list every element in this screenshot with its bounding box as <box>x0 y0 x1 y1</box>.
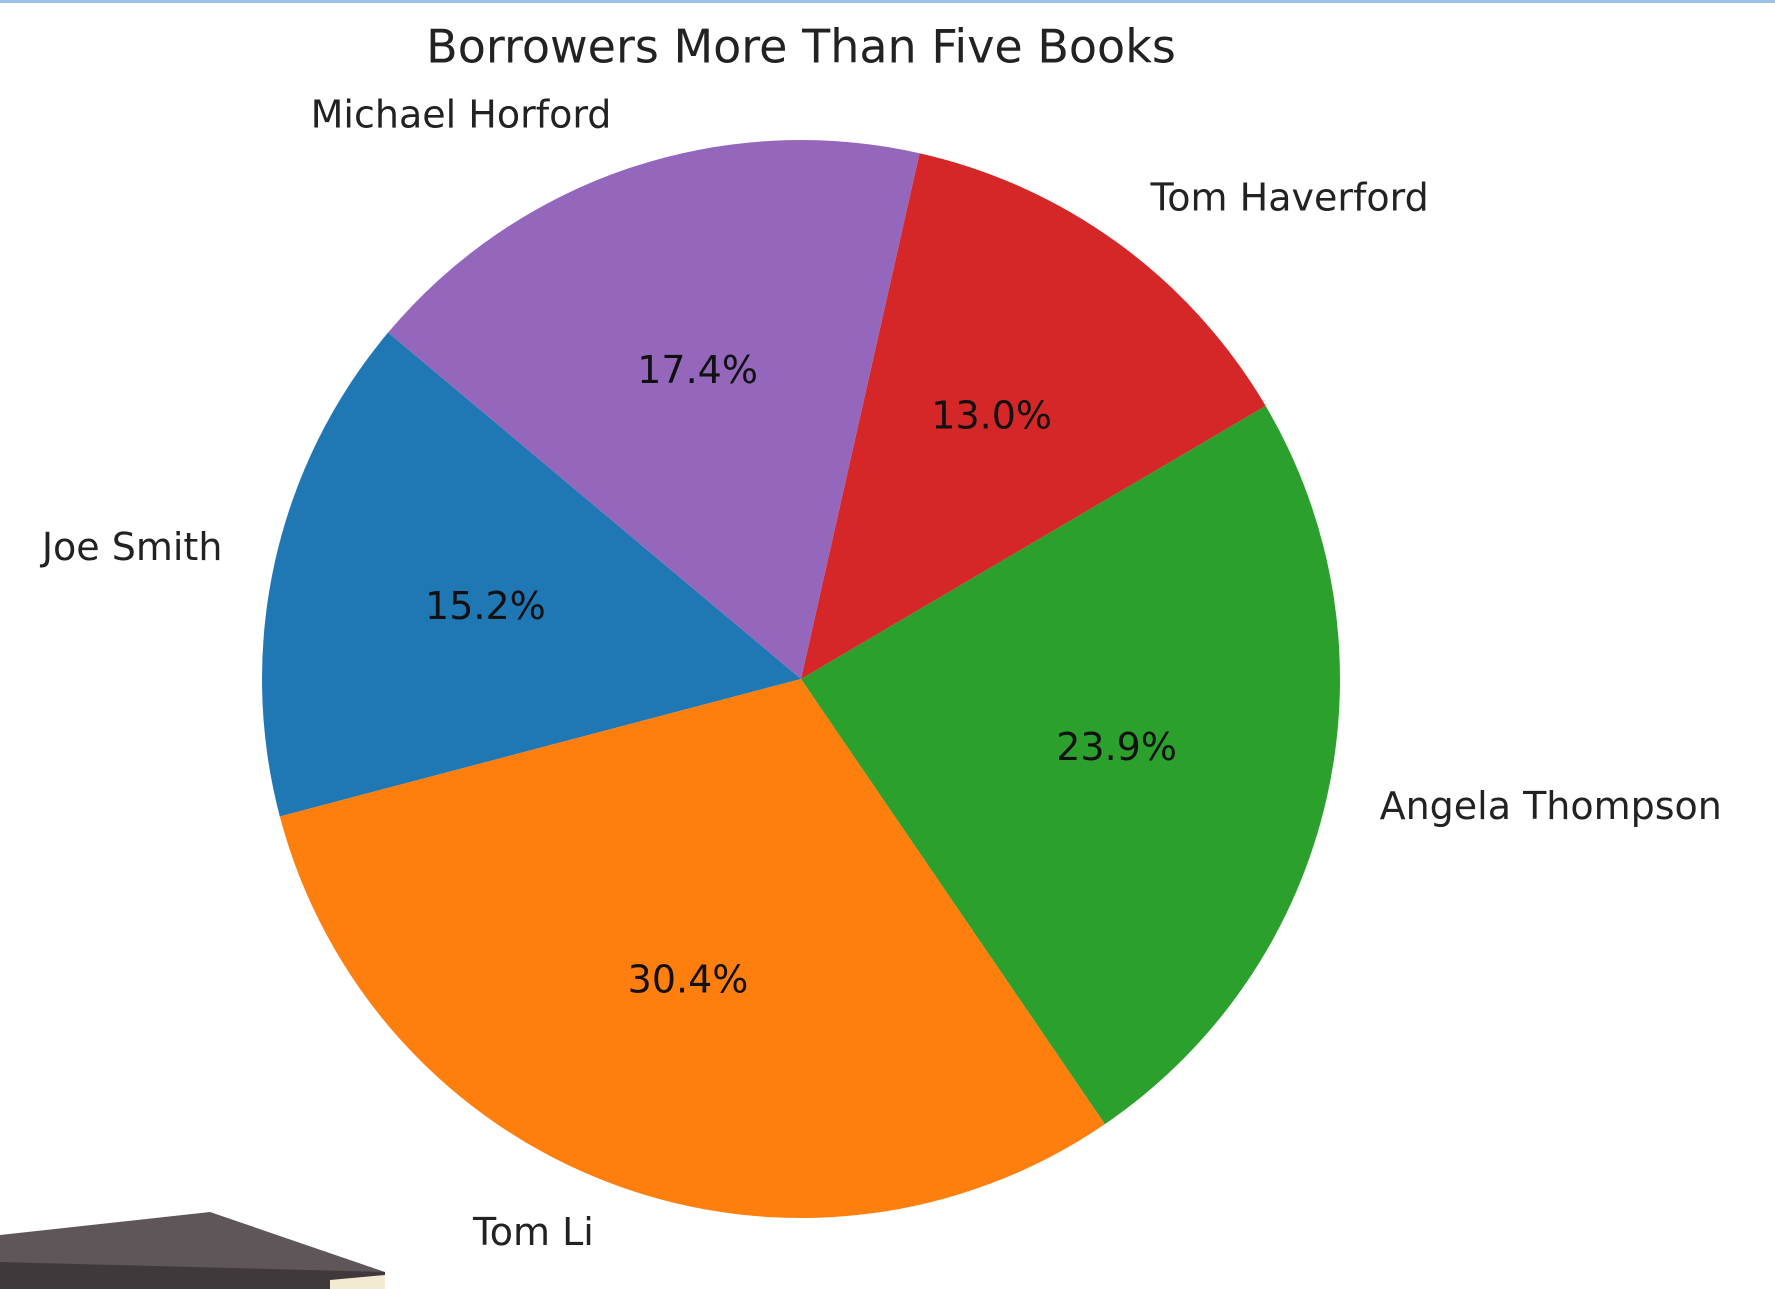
pie-slice <box>388 140 920 679</box>
value-label: 30.4% <box>628 958 749 1002</box>
top-border <box>0 0 1775 3</box>
pie-slice <box>279 679 1105 1218</box>
pie-slice <box>262 332 801 817</box>
value-label: 15.2% <box>425 584 546 628</box>
pie-slice <box>801 153 1266 679</box>
slice-label: Tom Haverford <box>1150 176 1429 220</box>
value-label: 13.0% <box>931 393 1052 437</box>
value-label: 23.9% <box>1056 725 1177 769</box>
slice-label: Michael Horford <box>311 93 612 137</box>
value-label: 17.4% <box>637 348 758 392</box>
slice-label: Angela Thompson <box>1380 784 1722 828</box>
chart-title: Borrowers More Than Five Books <box>426 20 1176 74</box>
pie-slice <box>801 405 1340 1125</box>
slice-label: Joe Smith <box>40 525 223 569</box>
book-decoration <box>0 1212 385 1289</box>
slice-label: Tom Li <box>472 1210 594 1254</box>
